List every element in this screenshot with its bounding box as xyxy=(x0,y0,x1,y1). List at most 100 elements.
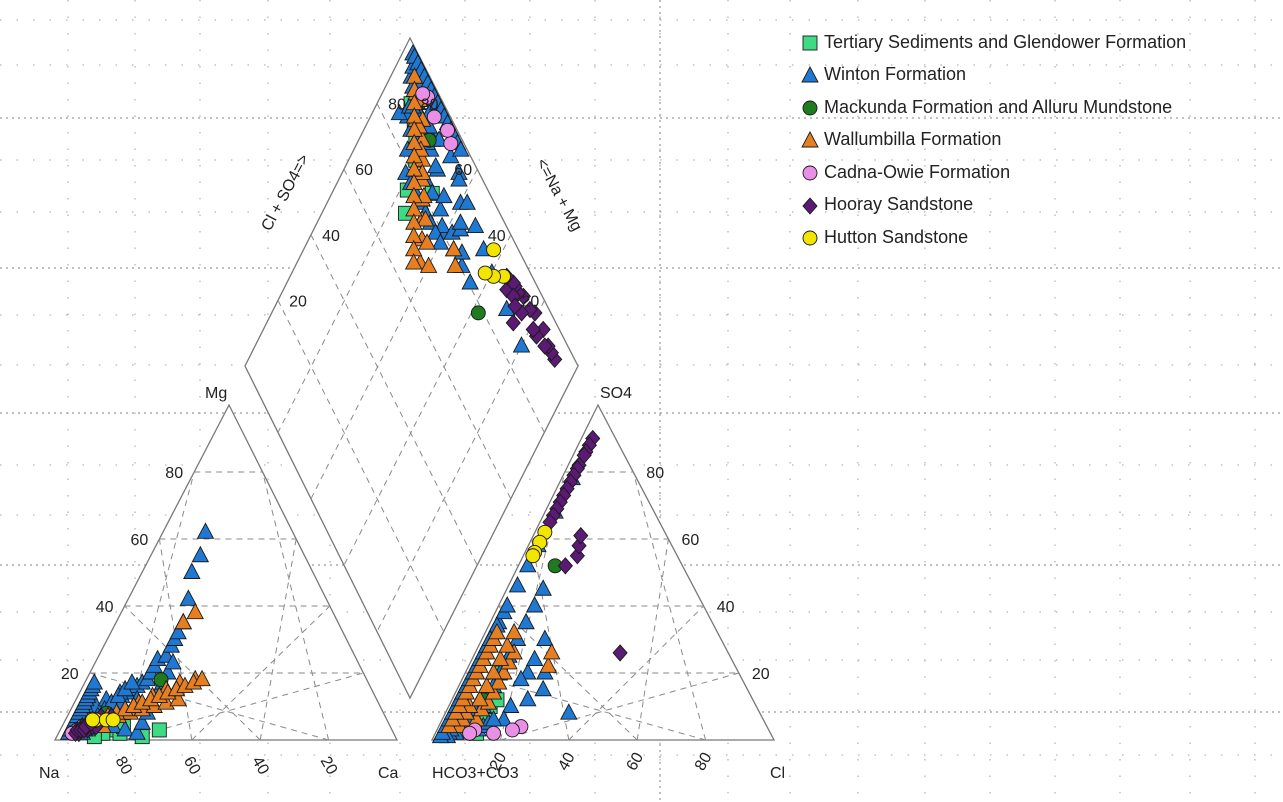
cation-triangle-grid-line xyxy=(123,672,364,741)
point-cadna-owie-formation-diamond xyxy=(426,109,442,125)
point-winton-formation-anion xyxy=(534,579,552,596)
point-hooray-sandstone-diamond xyxy=(505,314,521,332)
legend-symbol xyxy=(802,165,818,181)
diamond-left-tick: 40 xyxy=(322,228,340,245)
point-wallumbilla-formation-diamond xyxy=(444,239,463,257)
point-cadna-owie-formation-anion xyxy=(504,722,520,738)
point-winton-formation-diamond xyxy=(466,216,485,234)
legend-marker-circle-icon xyxy=(802,100,818,116)
point-hutton-sandstone-diamond xyxy=(477,265,493,281)
point-wallumbilla-formation-diamond xyxy=(404,253,423,270)
anion-hco3-label: HCO3+CO3 xyxy=(432,765,519,782)
point-winton-formation-cation xyxy=(85,673,104,690)
point-wallumbilla-formation-diamond xyxy=(446,256,464,273)
point-hooray-sandstone-diamond xyxy=(537,337,553,355)
point-hutton-sandstone-cation xyxy=(85,712,101,728)
point-winton-formation-diamond xyxy=(431,200,450,217)
point-winton-formation-anion xyxy=(501,696,520,713)
anion-cl-tick: 80 xyxy=(692,750,716,774)
point-hooray-sandstone-diamond xyxy=(525,320,541,339)
cation-triangle xyxy=(53,403,399,741)
point-winton-formation-cation xyxy=(164,652,182,670)
point-cadna-owie-formation-diamond xyxy=(415,86,431,102)
anion-triangle-grid-line xyxy=(632,471,707,741)
anion-so4-tick: 60 xyxy=(682,532,700,549)
legend-item: Wallumbilla Formation xyxy=(800,124,1186,157)
point-winton-formation-diamond xyxy=(450,170,468,187)
legend-symbol xyxy=(801,130,819,148)
point-winton-formation-diamond xyxy=(451,213,470,230)
legend-label: Winton Formation xyxy=(824,64,967,85)
point-winton-formation-anion xyxy=(525,596,544,613)
point-winton-formation-cation xyxy=(169,622,187,640)
point-winton-formation-anion xyxy=(519,555,537,573)
diamond-grid-line xyxy=(343,234,512,566)
legend-marker-triangle-icon xyxy=(801,65,819,83)
legend-symbol xyxy=(802,230,818,246)
point-hooray-sandstone-anion xyxy=(557,557,573,575)
legend-symbol xyxy=(802,100,818,116)
point-winton-formation-anion xyxy=(560,703,578,720)
anion-so4-tick: 40 xyxy=(717,599,735,616)
cation-mg-tick: 20 xyxy=(61,666,79,683)
cation-ca-tick: 20 xyxy=(317,754,341,778)
point-wallumbilla-formation-anion xyxy=(484,663,503,680)
point-winton-formation-anion xyxy=(512,669,530,687)
point-winton-formation-diamond xyxy=(431,233,450,250)
point-winton-formation-cation xyxy=(183,562,201,579)
legend-label: Hutton Sandstone xyxy=(824,226,969,247)
anion-so4-tick: 80 xyxy=(646,465,664,482)
diamond-grid-line xyxy=(376,300,545,632)
point-winton-formation-cation xyxy=(196,522,215,539)
point-winton-formation-anion xyxy=(498,596,516,613)
legend-marker-triangle-icon xyxy=(801,130,819,148)
point-wallumbilla-formation-diamond xyxy=(418,233,436,250)
legend-marker-square-icon xyxy=(802,35,818,51)
anion-cl-tick: 60 xyxy=(623,750,647,774)
point-winton-formation-anion xyxy=(517,612,535,630)
legend-label: Hooray Sandstone xyxy=(824,194,974,215)
point-cadna-owie-formation-anion xyxy=(462,725,478,741)
anion-so4-label: SO4 xyxy=(600,385,632,402)
point-wallumbilla-formation-cation xyxy=(193,669,211,687)
point-hutton-sandstone-diamond xyxy=(486,242,502,258)
legend-symbol xyxy=(802,35,818,51)
cation-mg-label: Mg xyxy=(205,385,227,402)
legend: Tertiary Sediments and Glendower Formati… xyxy=(800,26,1186,254)
point-cadna-owie-formation-diamond xyxy=(440,122,455,138)
point-wallumbilla-formation-anion xyxy=(488,622,506,640)
point-winton-formation-anion xyxy=(534,679,552,697)
legend-item: Cadna-Owie Formation xyxy=(800,156,1186,189)
cation-triangle-grid-line xyxy=(259,538,297,741)
point-winton-formation-cation xyxy=(116,719,134,737)
legend-label: Tertiary Sediments and Glendower Formati… xyxy=(824,31,1187,52)
point-wallumbilla-formation-anion xyxy=(471,689,489,707)
point-wallumbilla-formation-cation xyxy=(186,602,204,620)
point-winton-formation-cation xyxy=(179,589,198,606)
point-winton-formation-diamond xyxy=(435,186,453,204)
point-wallumbilla-formation-anion xyxy=(489,673,508,690)
legend-item: Mackunda Formation and Alluru Mundstone xyxy=(800,91,1186,124)
point-winton-formation-cation xyxy=(128,723,146,740)
legend-symbol xyxy=(802,197,818,215)
cation-ca-tick: 40 xyxy=(248,754,272,778)
anion-triangle-grid-line xyxy=(636,538,669,741)
point-winton-formation-diamond xyxy=(512,336,531,353)
cation-mg-tick: 60 xyxy=(131,532,149,549)
point-hooray-sandstone-anion xyxy=(612,644,628,662)
point-winton-formation-anion xyxy=(536,629,554,646)
cation-mg-tick: 80 xyxy=(165,465,183,482)
legend-marker-circle-icon xyxy=(802,165,818,181)
diamond-right-tick: 20 xyxy=(522,293,540,310)
diamond-frame xyxy=(244,36,579,700)
point-wallumbilla-formation-anion xyxy=(498,636,516,653)
point-wallumbilla-formation-cation xyxy=(174,612,192,630)
legend-label: Wallumbilla Formation xyxy=(824,129,1002,150)
anion-cl-tick: 40 xyxy=(555,750,579,774)
cation-ca-label: Ca xyxy=(378,765,399,782)
point-winton-formation-cation xyxy=(123,673,141,690)
legend-marker-diamond-icon xyxy=(802,197,818,215)
cation-mg-tick: 40 xyxy=(96,599,114,616)
legend-item: Hutton Sandstone xyxy=(800,221,1186,254)
